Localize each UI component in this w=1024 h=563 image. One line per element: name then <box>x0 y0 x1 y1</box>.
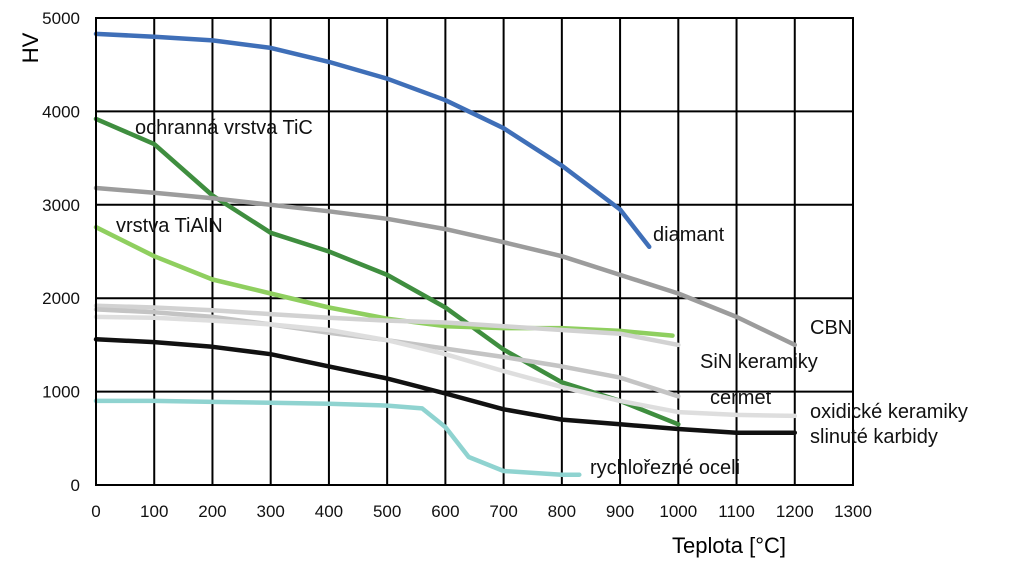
tick-labels: 0 100 200 300 400 500 600 700 800 900 1000 1100 1200… <box>42 9 872 521</box>
x-tick-label: 1000 <box>659 502 697 521</box>
label-sin-keramiky: SiN keramiky <box>700 351 818 373</box>
label-oxidicke-keramiky: oxidické keramiky <box>810 401 968 423</box>
series-line-ochranna-vrstva-tic <box>93 116 681 427</box>
x-tick-label: 300 <box>257 502 285 521</box>
series-line-slinute-karbidy <box>93 337 798 435</box>
x-tick-label: 800 <box>548 502 576 521</box>
series-lines <box>93 31 798 477</box>
label-cbn: CBN <box>810 317 852 339</box>
x-tick-label: 600 <box>431 502 459 521</box>
y-tick-label: 3000 <box>42 196 80 215</box>
label-vrstva-tialn: vrstva TiAlN <box>116 215 223 237</box>
y-tick-label: 0 <box>71 476 80 495</box>
x-tick-label: 0 <box>91 502 100 521</box>
x-tick-label: 100 <box>140 502 168 521</box>
x-tick-label: 1300 <box>834 502 872 521</box>
y-axis-title: HV <box>18 32 43 63</box>
y-tick-label: 4000 <box>42 102 80 121</box>
label-diamant: diamant <box>653 224 725 246</box>
series-line-diamant <box>93 31 652 250</box>
series-line-cbn <box>93 185 798 348</box>
x-tick-label: 1200 <box>776 502 814 521</box>
x-tick-label: 900 <box>606 502 634 521</box>
x-tick-label: 1100 <box>718 502 755 521</box>
x-axis-title: Teplota [°C] <box>672 533 786 558</box>
x-tick-label: 700 <box>489 502 517 521</box>
label-cermet: cermet <box>710 387 772 409</box>
x-tick-label: 400 <box>315 502 343 521</box>
y-tick-label: 2000 <box>42 289 80 308</box>
y-tick-label: 1000 <box>42 383 80 402</box>
series-line-sin-keramiky <box>93 303 681 348</box>
series-line-oxidicke-keramiky <box>93 314 798 419</box>
x-tick-label: 200 <box>198 502 226 521</box>
label-ochranna-vrstva-tic: ochranná vrstva TiC <box>135 117 313 139</box>
x-tick-label: 500 <box>373 502 401 521</box>
y-tick-label: 5000 <box>42 9 80 28</box>
label-slinute-karbidy: slinuté karbidy <box>810 426 938 448</box>
plot-frame <box>95 17 854 486</box>
label-rychlorezne-oceli: rychlořezné oceli <box>590 457 740 479</box>
series-line-rychlorezne-oceli <box>93 398 582 477</box>
